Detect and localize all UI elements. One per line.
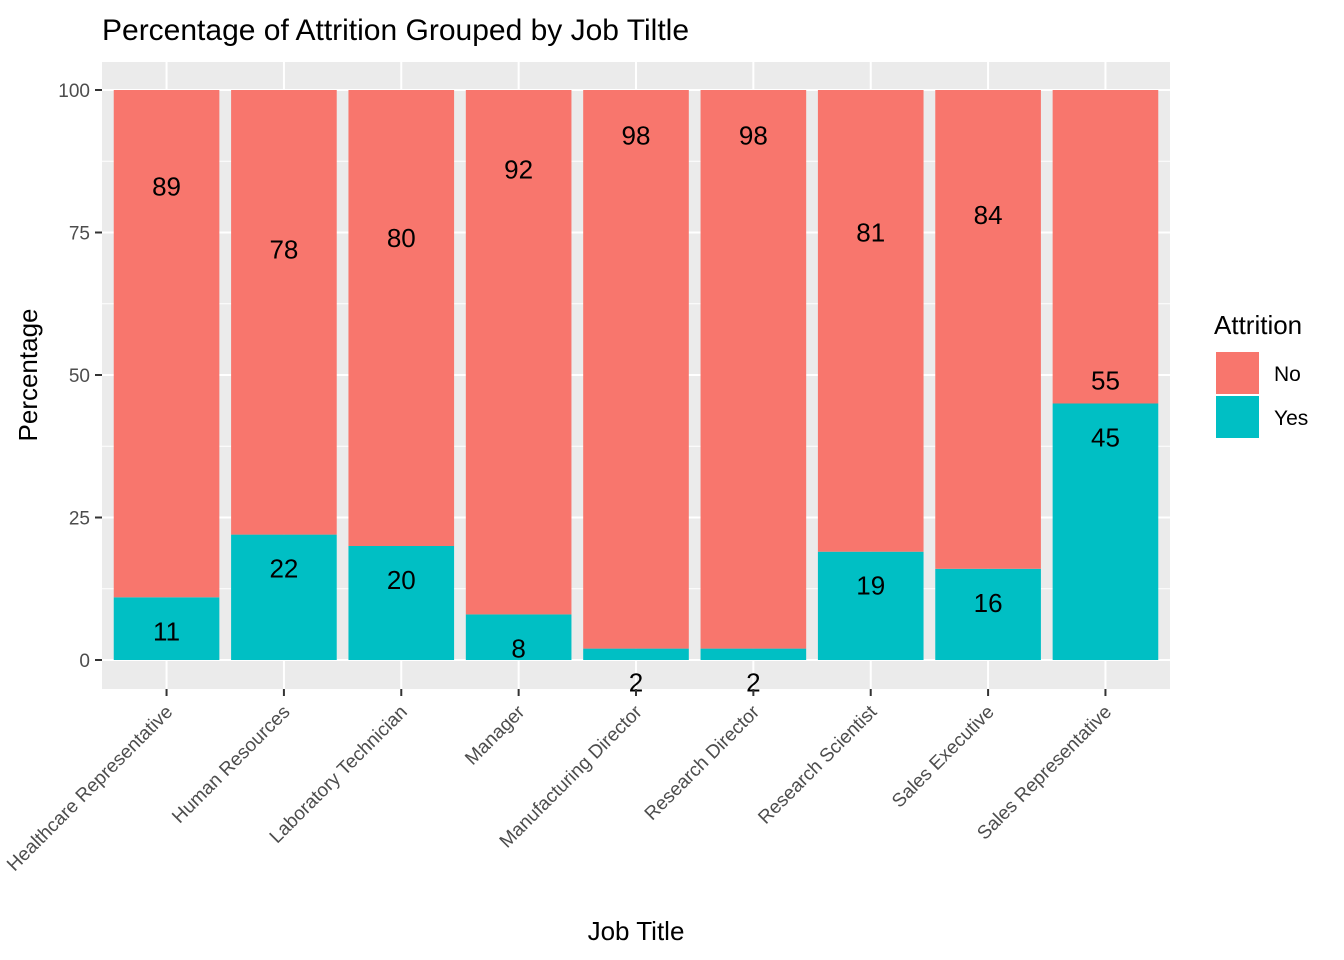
x-axis-title: Job Title: [588, 916, 685, 946]
x-tick-label: Research Director: [641, 701, 765, 825]
x-tick-label: Research Scientist: [754, 701, 881, 828]
data-label-yes: 45: [1091, 423, 1120, 453]
y-axis: 0 25 50 75 100: [58, 81, 102, 672]
data-label-no: 98: [622, 120, 651, 150]
y-tick-label: 25: [69, 509, 90, 530]
bar-yes: [935, 568, 1041, 660]
x-tick-label: Laboratory Technician: [266, 702, 412, 848]
data-label-yes: 11: [153, 616, 180, 646]
bar-yes: [348, 546, 455, 660]
x-tick-label: Healthcare Representative: [3, 702, 177, 876]
bar-no: [817, 90, 924, 552]
y-tick-label: 0: [79, 651, 90, 672]
legend-title: Attrition: [1214, 310, 1302, 340]
y-tick-label: 50: [69, 366, 90, 387]
data-label-yes: 8: [511, 633, 525, 663]
data-label-no: 78: [269, 234, 298, 264]
bar-yes: [465, 614, 572, 660]
legend: Attrition No Yes: [1214, 310, 1308, 438]
bar-yes: [700, 648, 807, 660]
y-axis-title: Percentage: [13, 309, 43, 442]
x-tick-label: Sales Executive: [888, 702, 998, 812]
bar-no: [113, 90, 220, 598]
bar-no: [465, 90, 572, 615]
chart-title: Percentage of Attrition Grouped by Job T…: [102, 14, 689, 47]
data-label-yes: 22: [269, 554, 298, 584]
legend-label-no: No: [1274, 363, 1301, 386]
data-label-yes: 2: [746, 668, 760, 698]
bars: [113, 90, 1159, 660]
data-label-yes: 16: [974, 588, 1003, 618]
x-tick-label: Human Resources: [168, 702, 294, 828]
bar-no: [583, 90, 689, 649]
y-tick-label: 75: [69, 224, 90, 245]
data-label-no: 92: [504, 155, 533, 185]
legend-label-yes: Yes: [1274, 407, 1308, 430]
data-label-no: 80: [387, 223, 416, 253]
bar-no: [700, 90, 807, 649]
data-label-no: 89: [152, 172, 181, 202]
data-label-no: 84: [974, 200, 1003, 230]
bar-yes: [231, 534, 337, 660]
bar-no: [231, 90, 337, 535]
bar-yes: [113, 597, 220, 660]
bar-yes: [817, 551, 924, 660]
legend-key-no: [1216, 352, 1259, 394]
y-tick-label: 100: [58, 81, 90, 102]
legend-key-yes: [1216, 396, 1259, 438]
data-label-yes: 19: [856, 571, 885, 601]
data-label-yes: 20: [387, 565, 416, 595]
data-label-no: 81: [856, 217, 885, 247]
data-label-no: 55: [1091, 366, 1120, 396]
x-tick-label: Manager: [461, 701, 529, 769]
bar-yes: [583, 648, 689, 660]
bar-no: [935, 90, 1041, 569]
x-tick-label: Sales Representative: [973, 702, 1116, 845]
bar-no: [348, 90, 455, 546]
data-label-yes: 2: [629, 668, 643, 698]
bar-no: [1052, 90, 1159, 404]
data-label-no: 98: [739, 120, 768, 150]
bar-yes: [1052, 403, 1159, 660]
